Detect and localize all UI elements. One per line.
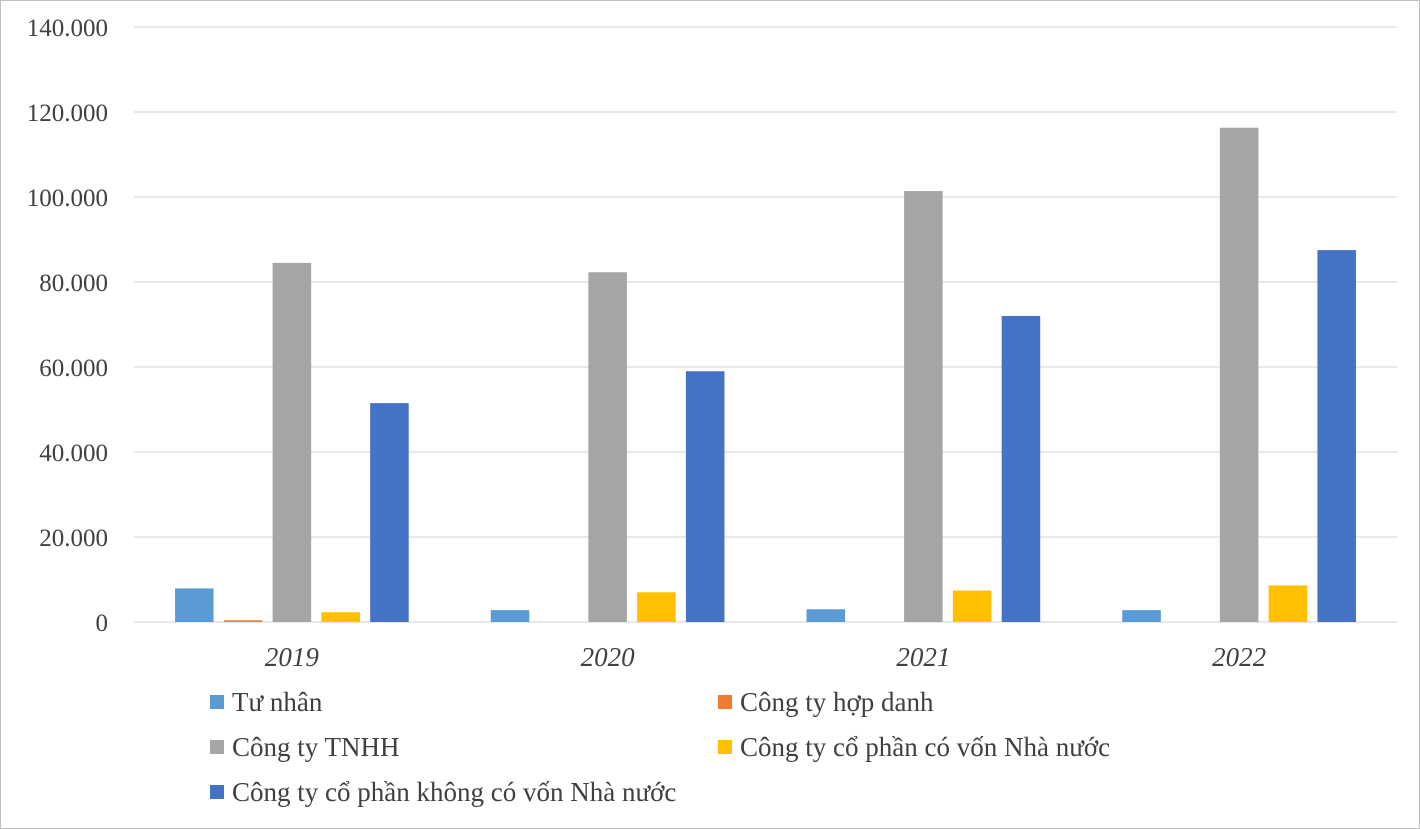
bar-2020-series-3 <box>637 592 676 622</box>
y-tick-label: 60.000 <box>39 355 108 382</box>
y-tick-label: 20.000 <box>39 525 108 552</box>
bar-2020-series-0 <box>490 610 530 622</box>
bar-2019-series-2 <box>272 262 312 622</box>
x-category-label: 2022 <box>1212 642 1266 672</box>
legend-item-cong-ty-hop-danh: Công ty hợp danh <box>718 684 1210 720</box>
bar-2020-series-2 <box>588 272 627 622</box>
bar-2022-series-4 <box>1317 250 1356 622</box>
legend-swatch <box>718 740 732 754</box>
legend-swatch <box>210 695 224 709</box>
legend-label: Công ty TNHH <box>232 731 400 762</box>
bar-2021-series-0 <box>806 609 846 622</box>
legend: Tư nhân Công ty hợp danh Công ty TNHH Cô… <box>210 684 1210 810</box>
x-category-label: 2021 <box>896 642 950 672</box>
legend-item-cong-ty-tnhh: Công ty TNHH <box>210 729 718 765</box>
y-tick-label: 140.000 <box>27 15 108 42</box>
y-axis-tick-labels: 0 20.000 40.000 60.000 80.000 100.000 120.000 1… <box>27 15 108 637</box>
x-category-label: 2020 <box>581 642 636 672</box>
bars <box>175 127 1356 623</box>
bar-2019-series-4 <box>370 403 409 622</box>
y-tick-label: 120.000 <box>27 100 108 127</box>
y-tick-label: 100.000 <box>27 185 108 212</box>
legend-item-tu-nhan: Tư nhân <box>210 684 718 720</box>
bar-2020-series-4 <box>685 371 725 622</box>
y-tick-label: 40.000 <box>39 440 108 467</box>
x-axis-category-labels: 2019 2020 2021 2022 <box>265 642 1266 672</box>
bar-2021-series-4 <box>1001 316 1041 622</box>
bar-2019-series-0 <box>175 588 214 622</box>
bar-2022-series-2 <box>1219 127 1259 622</box>
legend-label: Công ty hợp danh <box>740 686 934 717</box>
bar-2022-series-0 <box>1122 610 1161 622</box>
legend-item-cong-ty-co-phan-khong-co-von: Công ty cổ phần không có vốn Nhà nước <box>210 774 718 810</box>
bar-2021-series-2 <box>904 191 943 623</box>
legend-swatch <box>210 785 224 799</box>
legend-swatch <box>210 740 224 754</box>
bar-2019-series-3 <box>321 612 360 622</box>
legend-label: Công ty cổ phần có vốn Nhà nước <box>740 731 1111 762</box>
legend-label: Công ty cổ phần không có vốn Nhà nước <box>232 776 677 807</box>
legend-label: Tư nhân <box>232 686 323 717</box>
gridlines <box>134 26 1397 623</box>
legend-swatch <box>718 695 732 709</box>
legend-item-cong-ty-co-phan-co-von: Công ty cổ phần có vốn Nhà nước <box>718 729 1210 765</box>
bar-2022-series-3 <box>1268 585 1308 622</box>
bar-2021-series-3 <box>952 590 992 622</box>
y-tick-label: 0 <box>96 610 109 637</box>
y-tick-label: 80.000 <box>39 270 108 297</box>
x-category-label: 2019 <box>265 642 320 672</box>
bar-2019-series-1 <box>223 620 263 622</box>
